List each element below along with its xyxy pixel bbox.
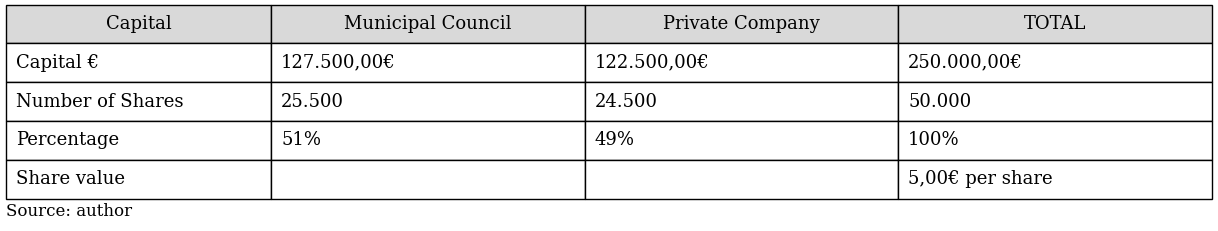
Text: Capital €: Capital €: [16, 54, 99, 72]
Text: 122.500,00€: 122.500,00€: [594, 54, 709, 72]
Bar: [585, 5, 899, 43]
Text: 25.500: 25.500: [281, 93, 345, 111]
Bar: [6, 160, 272, 199]
Text: Municipal Council: Municipal Council: [345, 15, 512, 33]
Bar: [272, 43, 585, 82]
Bar: [585, 121, 899, 160]
Bar: [585, 43, 899, 82]
Text: Number of Shares: Number of Shares: [16, 93, 184, 111]
Text: 51%: 51%: [281, 131, 322, 149]
Bar: [6, 5, 272, 43]
Bar: [899, 5, 1212, 43]
Text: 100%: 100%: [909, 131, 960, 149]
Text: 5,00€ per share: 5,00€ per share: [909, 170, 1052, 188]
Bar: [6, 43, 272, 82]
Text: 24.500: 24.500: [594, 93, 658, 111]
Bar: [272, 82, 585, 121]
Bar: [272, 121, 585, 160]
Text: 50.000: 50.000: [909, 93, 972, 111]
Bar: [272, 160, 585, 199]
Text: Share value: Share value: [16, 170, 124, 188]
Bar: [899, 82, 1212, 121]
Text: 49%: 49%: [594, 131, 635, 149]
Bar: [6, 121, 272, 160]
Text: Percentage: Percentage: [16, 131, 119, 149]
Text: Private Company: Private Company: [664, 15, 820, 33]
Bar: [585, 160, 899, 199]
Bar: [6, 82, 272, 121]
Bar: [899, 160, 1212, 199]
Bar: [272, 5, 585, 43]
Text: Capital: Capital: [106, 15, 172, 33]
Bar: [899, 43, 1212, 82]
Text: 127.500,00€: 127.500,00€: [281, 54, 396, 72]
Bar: [899, 121, 1212, 160]
Text: 250.000,00€: 250.000,00€: [909, 54, 1023, 72]
Text: TOTAL: TOTAL: [1024, 15, 1086, 33]
Text: Source: author: Source: author: [6, 203, 133, 220]
Bar: [585, 82, 899, 121]
